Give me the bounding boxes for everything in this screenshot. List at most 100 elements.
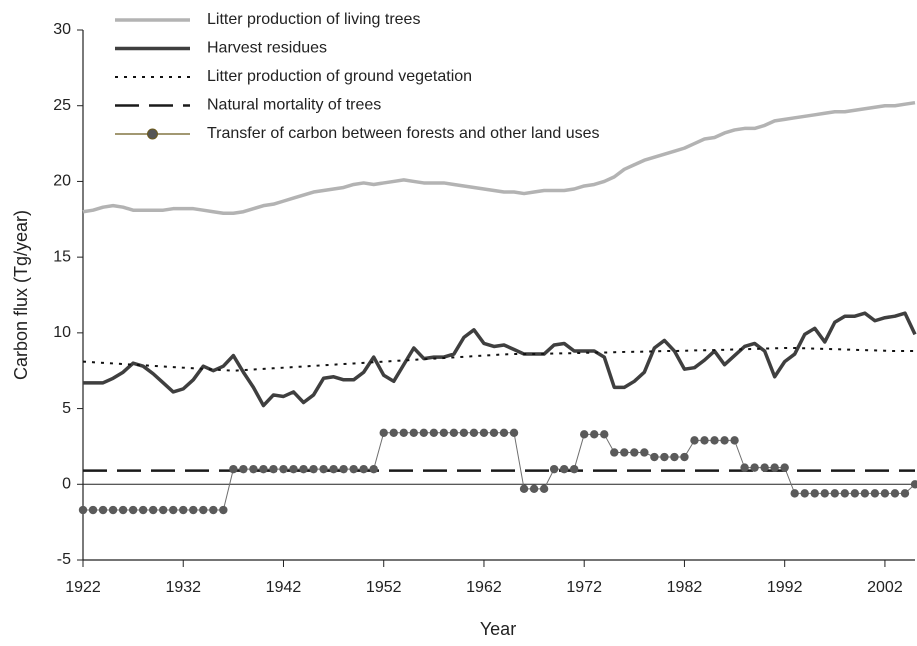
data-point (580, 430, 589, 439)
data-point (329, 464, 338, 474)
data-point (810, 489, 819, 498)
y-axis-label: Carbon flux (Tg/year) (11, 210, 31, 380)
data-point (269, 464, 278, 474)
data-point (610, 448, 619, 457)
data-point (569, 464, 579, 474)
data-point (379, 428, 388, 437)
data-point (189, 505, 198, 515)
data-point (840, 489, 850, 498)
data-point (620, 448, 629, 457)
data-point (900, 489, 910, 498)
data-point (469, 428, 479, 437)
data-point (158, 505, 168, 515)
data-point (279, 464, 288, 474)
data-point (299, 464, 308, 474)
data-point (780, 463, 789, 472)
legend-label: Harvest residues (207, 40, 327, 57)
data-point (519, 484, 529, 494)
data-point (249, 464, 258, 474)
x-tick-label: 1992 (767, 579, 803, 596)
data-point (820, 489, 829, 498)
data-point (630, 448, 639, 457)
data-point (720, 436, 729, 445)
y-tick-label: 30 (53, 21, 71, 38)
y-tick-label: 10 (53, 324, 71, 341)
data-point (890, 489, 900, 498)
data-point (409, 428, 418, 437)
data-point (118, 505, 128, 515)
data-point (549, 464, 559, 474)
data-point (319, 464, 328, 474)
y-tick-label: 0 (62, 476, 71, 493)
data-point (209, 505, 218, 515)
y-tick-label: 5 (62, 400, 71, 417)
data-point (529, 484, 539, 494)
data-point (349, 464, 358, 474)
x-tick-label: 1952 (366, 579, 402, 596)
data-point (700, 436, 709, 445)
data-point (108, 505, 118, 515)
data-point (259, 464, 268, 474)
data-point (429, 428, 439, 437)
data-point (479, 428, 489, 437)
data-point (169, 505, 178, 515)
data-point (289, 464, 298, 474)
data-point (229, 464, 238, 474)
legend-label: Transfer of carbon between forests and o… (207, 125, 600, 142)
data-point (650, 452, 659, 462)
data-point (499, 428, 509, 437)
series-line (82, 100, 916, 215)
data-point (750, 463, 759, 472)
x-tick-label: 1982 (667, 579, 703, 596)
y-tick-label: 20 (53, 173, 71, 190)
data-point (850, 489, 860, 498)
data-point (760, 463, 769, 472)
data-point (800, 489, 809, 498)
x-tick-label: 1922 (65, 579, 101, 596)
data-point (78, 505, 88, 515)
data-point (710, 436, 719, 445)
data-point (870, 489, 880, 498)
data-point (860, 489, 870, 498)
data-point (670, 452, 679, 462)
x-tick-label: 1932 (165, 579, 201, 596)
x-tick-label: 1962 (466, 579, 502, 596)
data-point (199, 505, 208, 515)
data-point (740, 463, 749, 472)
data-point (219, 505, 228, 515)
data-point (369, 464, 378, 474)
data-point (138, 505, 148, 515)
legend-label: Litter production of ground vegetation (207, 68, 472, 85)
data-point (680, 452, 689, 462)
data-point (600, 430, 609, 439)
x-tick-label: 2002 (867, 579, 903, 596)
x-tick-label: 1942 (266, 579, 302, 596)
data-point (539, 484, 549, 494)
data-point (559, 464, 569, 474)
y-tick-label: -5 (57, 551, 71, 568)
data-point (509, 428, 519, 437)
legend-label: Natural mortality of trees (207, 97, 381, 114)
data-point (148, 505, 158, 515)
legend-label: Litter production of living trees (207, 11, 420, 28)
data-point (179, 505, 188, 515)
data-point (389, 428, 398, 437)
y-tick-label: 25 (53, 97, 71, 114)
data-point (880, 489, 890, 498)
data-point (910, 480, 917, 489)
data-point (790, 489, 799, 498)
data-point (309, 464, 318, 474)
data-point (459, 428, 469, 437)
y-tick-label: 15 (53, 248, 71, 265)
data-point (640, 448, 649, 457)
data-point (660, 452, 669, 462)
data-point (399, 428, 408, 437)
series-line (82, 347, 915, 372)
data-point (439, 428, 449, 437)
data-point (449, 428, 459, 437)
legend-marker (147, 128, 158, 140)
series-line (83, 311, 917, 408)
data-point (339, 464, 348, 474)
data-point (98, 505, 108, 515)
